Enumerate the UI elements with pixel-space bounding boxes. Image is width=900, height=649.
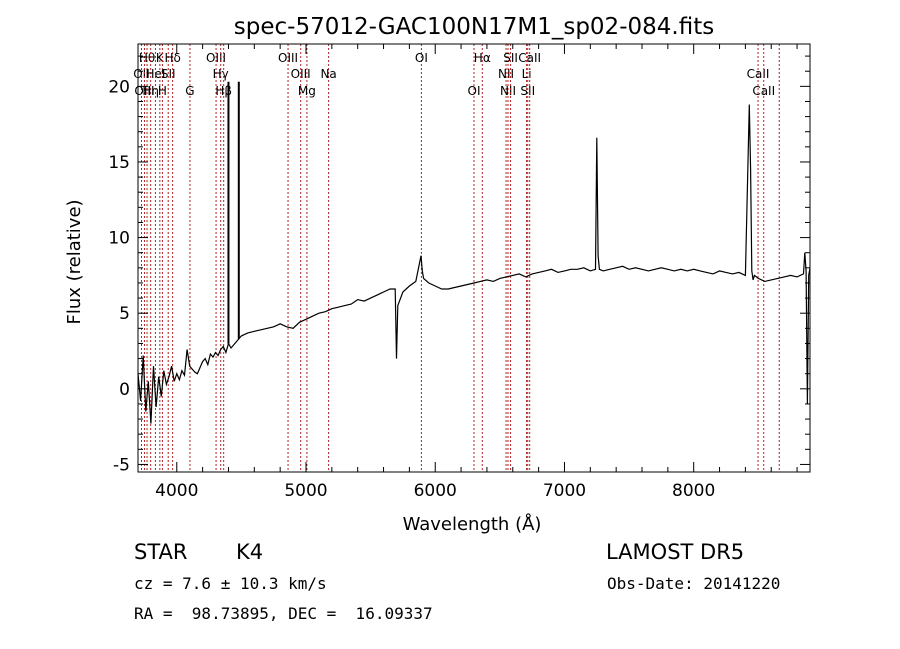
marker-label: SII	[161, 67, 176, 81]
axes: 4000 5000 6000 7000 8000 -5 0 5 10 15 20	[108, 44, 810, 501]
spectral-line-markers: OII OIII Hθ Hη HeI K H SII Hδ G OIII Hγ Hβ OIII OIII Mg…	[133, 44, 780, 472]
y-tick-label: 5	[119, 304, 130, 324]
flux-line	[137, 104, 811, 424]
marker-label: K	[156, 51, 165, 65]
marker-label: OI	[468, 84, 481, 98]
marker-label: H	[158, 84, 167, 98]
marker-label: Hβ	[215, 84, 232, 98]
marker-label: OII	[133, 67, 150, 81]
y-tick-label: 20	[108, 77, 130, 97]
marker-label: Hγ	[213, 67, 229, 81]
x-tick-label: 4000	[155, 481, 198, 501]
x-tick-label: 6000	[414, 481, 457, 501]
x-axis-label: Wavelength (Å)	[403, 513, 542, 535]
marker-label: Hα	[474, 51, 491, 65]
coordinates: RA = 98.73895, DEC = 16.09337	[134, 604, 433, 623]
flux-series	[137, 81, 811, 424]
marker-label: HeI	[145, 67, 165, 81]
redshift-readout: cz = 7.6 ± 10.3 km/s	[134, 574, 327, 593]
marker-label: NII	[500, 84, 516, 98]
y-tick-label: -5	[113, 455, 130, 475]
marker-label: Li	[522, 67, 532, 81]
marker-label: NII	[498, 67, 514, 81]
y-tick-label: 15	[108, 153, 130, 173]
y-tick-label: 10	[108, 229, 130, 249]
marker-label: OIII	[278, 51, 298, 65]
marker-label: OIII	[291, 67, 311, 81]
marker-label: Na	[320, 67, 336, 81]
object-class: STAR	[134, 540, 188, 564]
marker-label: Hη	[142, 84, 159, 98]
y-axis-label: Flux (relative)	[64, 199, 85, 324]
marker-label: CaII	[752, 84, 775, 98]
survey-name: LAMOST DR5	[606, 540, 745, 564]
marker-label: Hδ	[164, 51, 180, 65]
marker-label: G	[185, 84, 194, 98]
marker-label: SII	[520, 84, 535, 98]
object-subclass: K4	[236, 540, 264, 564]
x-tick-label: 5000	[284, 481, 327, 501]
marker-label: OIII	[206, 51, 226, 65]
marker-label: OI	[415, 51, 428, 65]
marker-label: Mg	[298, 84, 316, 98]
x-tick-label: 8000	[672, 481, 715, 501]
obs-date: Obs-Date: 20141220	[607, 574, 781, 593]
chart-title: spec-57012-GAC100N17M1_sp02-084.fits	[234, 14, 714, 40]
plot-frame	[137, 43, 811, 473]
x-tick-label: 7000	[543, 481, 586, 501]
marker-label: CaII	[747, 67, 770, 81]
marker-label: OIII	[134, 84, 154, 98]
marker-label: CaII	[518, 51, 541, 65]
marker-label: Hθ	[139, 51, 155, 65]
y-tick-label: 0	[119, 380, 130, 400]
marker-label: SII	[503, 51, 518, 65]
